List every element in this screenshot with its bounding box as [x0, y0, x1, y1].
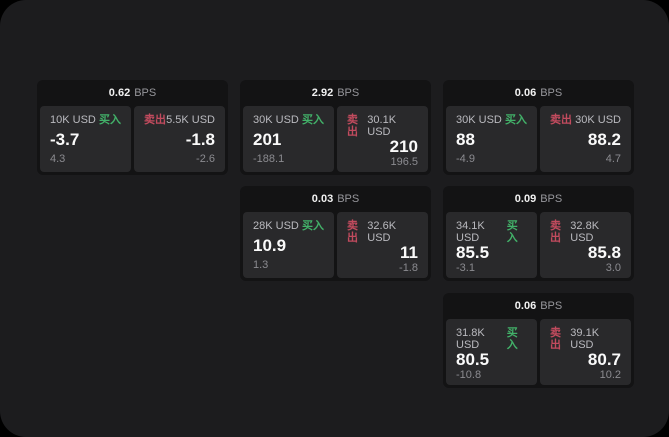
buy-tag: 买入	[506, 327, 518, 351]
sell-delta: 3.0	[605, 262, 621, 274]
sell-panel[interactable]: 卖出 32.6K USD 11 -1.8	[337, 212, 428, 278]
bps-value: 0.09	[514, 193, 537, 205]
bps-value: 0.06	[514, 87, 537, 99]
buy-panel[interactable]: 30K USD 买入 88 -4.9	[446, 106, 537, 172]
sell-amount: 30K USD	[575, 114, 621, 126]
sell-tag: 卖出	[347, 114, 358, 138]
buy-delta: -3.1	[456, 262, 475, 274]
bps-value: 0.03	[311, 193, 334, 205]
buy-tag: 买入	[506, 220, 518, 244]
bps-value: 0.06	[514, 300, 537, 312]
sell-amount: 39.1K USD	[570, 327, 600, 351]
card-header: 0.03 BPS	[243, 186, 428, 212]
sell-tag: 卖出	[144, 114, 166, 126]
bps-unit: BPS	[337, 193, 360, 205]
buy-delta: -188.1	[253, 153, 285, 165]
buy-price: 88	[456, 129, 475, 149]
quote-card: 0.03 BPS 28K USD 买入 10.9 1.3 卖出 32.6K US…	[240, 186, 431, 281]
bps-value: 2.92	[311, 87, 334, 99]
buy-amount: 34.1K USD	[456, 220, 485, 244]
buy-amount: 31.8K USD	[456, 327, 485, 351]
bps-unit: BPS	[540, 193, 563, 205]
buy-delta: 4.3	[50, 153, 66, 165]
buy-price: -3.7	[50, 129, 80, 149]
buy-price: 80.5	[456, 350, 490, 369]
buy-panel[interactable]: 10K USD 买入 -3.7 4.3	[40, 106, 131, 172]
sell-amount: 32.8K USD	[570, 220, 600, 244]
sell-tag: 卖出	[550, 114, 572, 126]
sell-delta: 196.5	[390, 156, 418, 168]
buy-panel[interactable]: 31.8K USD 买入 80.5 -10.8	[446, 319, 537, 385]
sell-price: -1.8	[185, 129, 215, 149]
card-header: 2.92 BPS	[243, 80, 428, 106]
sell-panel[interactable]: 卖出 39.1K USD 80.7 10.2	[540, 319, 631, 385]
buy-panel[interactable]: 34.1K USD 买入 85.5 -3.1	[446, 212, 537, 278]
sell-panel[interactable]: 卖出 30.1K USD 210 196.5	[337, 106, 428, 172]
sell-panel[interactable]: 卖出 30K USD 88.2 4.7	[540, 106, 631, 172]
sell-panel[interactable]: 卖出 32.8K USD 85.8 3.0	[540, 212, 631, 278]
bps-unit: BPS	[134, 87, 157, 99]
sell-amount: 30.1K USD	[367, 114, 397, 138]
quote-card: 0.09 BPS 34.1K USD 买入 85.5 -3.1 卖出 32.8K…	[443, 186, 634, 281]
buy-amount: 30K USD	[253, 114, 299, 126]
sell-delta: -1.8	[399, 262, 418, 274]
sell-delta: 10.2	[599, 369, 621, 381]
sell-price: 210	[389, 137, 418, 156]
buy-tag: 买入	[302, 114, 324, 126]
bps-unit: BPS	[337, 87, 360, 99]
quote-card: 0.06 BPS 30K USD 买入 88 -4.9 卖出 30K USD	[443, 80, 634, 175]
sell-price: 80.7	[587, 350, 621, 369]
buy-price: 85.5	[456, 243, 490, 262]
quote-card: 2.92 BPS 30K USD 买入 201 -188.1 卖出 30.1K …	[240, 80, 431, 175]
buy-panel[interactable]: 30K USD 买入 201 -188.1	[243, 106, 334, 172]
buy-tag: 买入	[99, 114, 121, 126]
bps-unit: BPS	[540, 87, 563, 99]
sell-delta: 4.7	[605, 153, 621, 165]
sell-panel[interactable]: 卖出 5.5K USD -1.8 -2.6	[134, 106, 225, 172]
sell-price: 11	[400, 243, 418, 262]
buy-delta: -10.8	[456, 369, 482, 381]
card-header: 0.62 BPS	[40, 80, 225, 106]
buy-amount: 28K USD	[253, 220, 299, 232]
bps-unit: BPS	[540, 300, 563, 312]
bps-value: 0.62	[108, 87, 131, 99]
card-header: 0.06 BPS	[446, 80, 631, 106]
buy-tag: 买入	[505, 114, 527, 126]
sell-price: 85.8	[587, 243, 621, 262]
sell-amount: 5.5K USD	[166, 114, 215, 126]
buy-tag: 买入	[302, 220, 324, 232]
sell-amount: 32.6K USD	[367, 220, 397, 244]
buy-price: 10.9	[253, 235, 287, 255]
sell-tag: 卖出	[550, 327, 561, 351]
buy-amount: 10K USD	[50, 114, 96, 126]
sell-delta: -2.6	[196, 153, 215, 165]
sell-price: 88.2	[587, 129, 621, 149]
buy-amount: 30K USD	[456, 114, 502, 126]
buy-panel[interactable]: 28K USD 买入 10.9 1.3	[243, 212, 334, 278]
quote-card: 0.62 BPS 10K USD 买入 -3.7 4.3 卖出 5.5K USD	[37, 80, 228, 175]
quote-card: 0.06 BPS 31.8K USD 买入 80.5 -10.8 卖出 39.1…	[443, 293, 634, 388]
buy-delta: -4.9	[456, 153, 475, 165]
card-header: 0.06 BPS	[446, 293, 631, 319]
sell-tag: 卖出	[550, 220, 561, 244]
buy-price: 201	[253, 129, 282, 149]
card-header: 0.09 BPS	[446, 186, 631, 212]
sell-tag: 卖出	[347, 220, 358, 244]
buy-delta: 1.3	[253, 259, 269, 271]
